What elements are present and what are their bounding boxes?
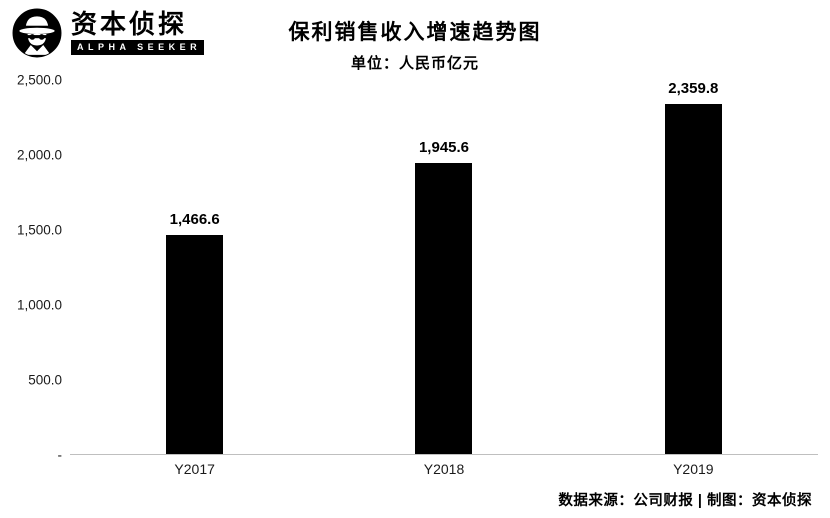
detective-icon <box>12 8 62 58</box>
bar <box>415 162 473 454</box>
brand-name-en: ALPHA SEEKER <box>71 40 205 55</box>
source-credit: 数据来源：公司财报 | 制图：资本侦探 <box>558 493 812 509</box>
brand-name-cn: 资本侦探 <box>71 9 188 40</box>
bar-value-label: 2,359.8 <box>668 80 719 97</box>
bar-column: 1,945.6 <box>319 80 568 454</box>
x-axis-label: Y2019 <box>673 461 714 477</box>
x-axis-label: Y2018 <box>423 461 465 477</box>
bar <box>664 104 722 454</box>
plot-area: 1,466.6 1,945.6 2,359.8 <box>70 80 818 455</box>
chart-title: 保利销售收入增速趋势图 <box>288 21 542 44</box>
y-tick-label: - <box>57 447 63 463</box>
bar-column: 2,359.8 <box>569 80 818 454</box>
bar-value-label: 1,466.6 <box>169 210 220 228</box>
bar-chart: 2,500.0 2,000.0 1,500.0 1,000.0 500.0 - 1,466… <box>12 73 818 483</box>
y-tick-label: 1,500.0 <box>16 222 62 238</box>
y-axis: 2,500.0 2,000.0 1,500.0 1,000.0 500.0 - <box>12 73 70 463</box>
x-axis: Y2017 Y2018 Y2019 <box>70 455 818 483</box>
y-tick-label: 2,500.0 <box>16 72 62 88</box>
brand-logo: 资本侦探 ALPHA SEEKER <box>12 8 205 58</box>
y-tick-label: 1,000.0 <box>16 297 62 313</box>
y-tick-label: 500.0 <box>28 372 62 388</box>
bar-value-label: 1,945.6 <box>418 138 470 156</box>
y-tick-label: 2,000.0 <box>16 147 62 163</box>
bar-column: 1,466.6 <box>70 80 319 454</box>
chart-subtitle: 单位：人民币亿元 <box>350 55 479 72</box>
bar <box>166 234 224 454</box>
brand-text: 资本侦探 ALPHA SEEKER <box>71 9 205 55</box>
x-axis-label: Y2017 <box>174 461 215 477</box>
plot-wrap: 1,466.6 1,945.6 2,359.8 Y2017 Y2018 Y2019 <box>70 80 818 483</box>
